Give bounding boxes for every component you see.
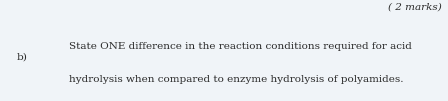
- Text: ( 2 marks): ( 2 marks): [388, 3, 441, 12]
- Text: hydrolysis when compared to enzyme hydrolysis of polyamides.: hydrolysis when compared to enzyme hydro…: [69, 75, 404, 84]
- Text: State ONE difference in the reaction conditions required for acid: State ONE difference in the reaction con…: [69, 42, 412, 51]
- Text: b): b): [17, 53, 28, 62]
